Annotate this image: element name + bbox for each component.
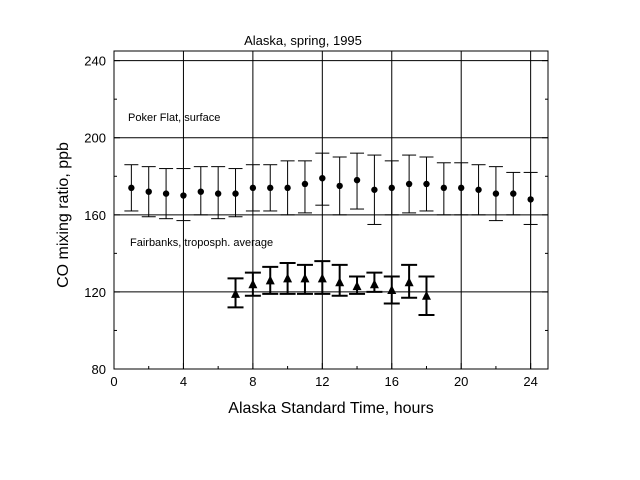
y-tick-label: 120 [84,285,106,300]
data-point [353,176,361,184]
series-poker-flat [124,152,538,225]
data-point [197,188,204,195]
data-point [319,175,326,182]
tick-labels: 0 4 8 12 16 20 24 80 120 160 200 240 [84,54,538,389]
data-point [510,190,517,197]
plot-frame [113,50,549,370]
data-point [458,184,465,192]
data-point [162,190,170,197]
annotation-poker-flat: Poker Flat, surface [128,112,220,124]
x-tick-label: 0 [110,374,117,389]
data-point [335,277,345,287]
data-point [128,184,135,192]
data-point [267,184,274,192]
chart-title: Alaska, spring, 1995 [244,33,362,48]
data-point [145,188,152,195]
data-point [284,184,291,192]
data-point [421,290,431,300]
data-point [388,184,395,192]
data-point [423,180,430,188]
data-point [336,182,343,190]
data-point [317,273,327,283]
x-tick-label: 12 [315,374,329,389]
data-point [387,284,397,294]
data-point [180,192,187,199]
x-tick-label: 4 [180,374,187,389]
axis-ticks [113,60,548,370]
data-point [352,281,362,291]
y-tick-label: 80 [92,362,106,377]
data-point [404,277,414,287]
data-point [214,190,222,197]
y-tick-label: 240 [84,54,106,69]
data-point [440,184,448,192]
data-point [405,180,413,188]
data-point [492,190,500,197]
y-tick-label: 160 [84,208,106,223]
x-tick-label: 20 [454,374,468,389]
data-point [232,190,239,197]
x-tick-label: 24 [523,374,537,389]
data-point [265,275,275,285]
x-tick-label: 16 [385,374,399,389]
data-series [124,152,538,317]
grid-lines [114,51,548,369]
data-point [249,184,257,192]
data-point [248,279,258,289]
series-fairbanks [227,260,435,317]
x-tick-label: 8 [249,374,256,389]
data-point [301,180,309,188]
data-point [369,279,379,289]
data-point [300,273,310,283]
data-point [231,288,241,298]
y-axis-title: CO mixing ratio, ppb [55,142,72,288]
data-point [371,186,378,193]
x-axis-title: Alaska Standard Time, hours [228,400,433,417]
data-point [527,196,534,203]
data-point [475,186,482,193]
y-tick-label: 200 [84,131,106,146]
annotation-fairbanks: Fairbanks, troposph. average [130,237,273,249]
data-point [283,273,293,283]
